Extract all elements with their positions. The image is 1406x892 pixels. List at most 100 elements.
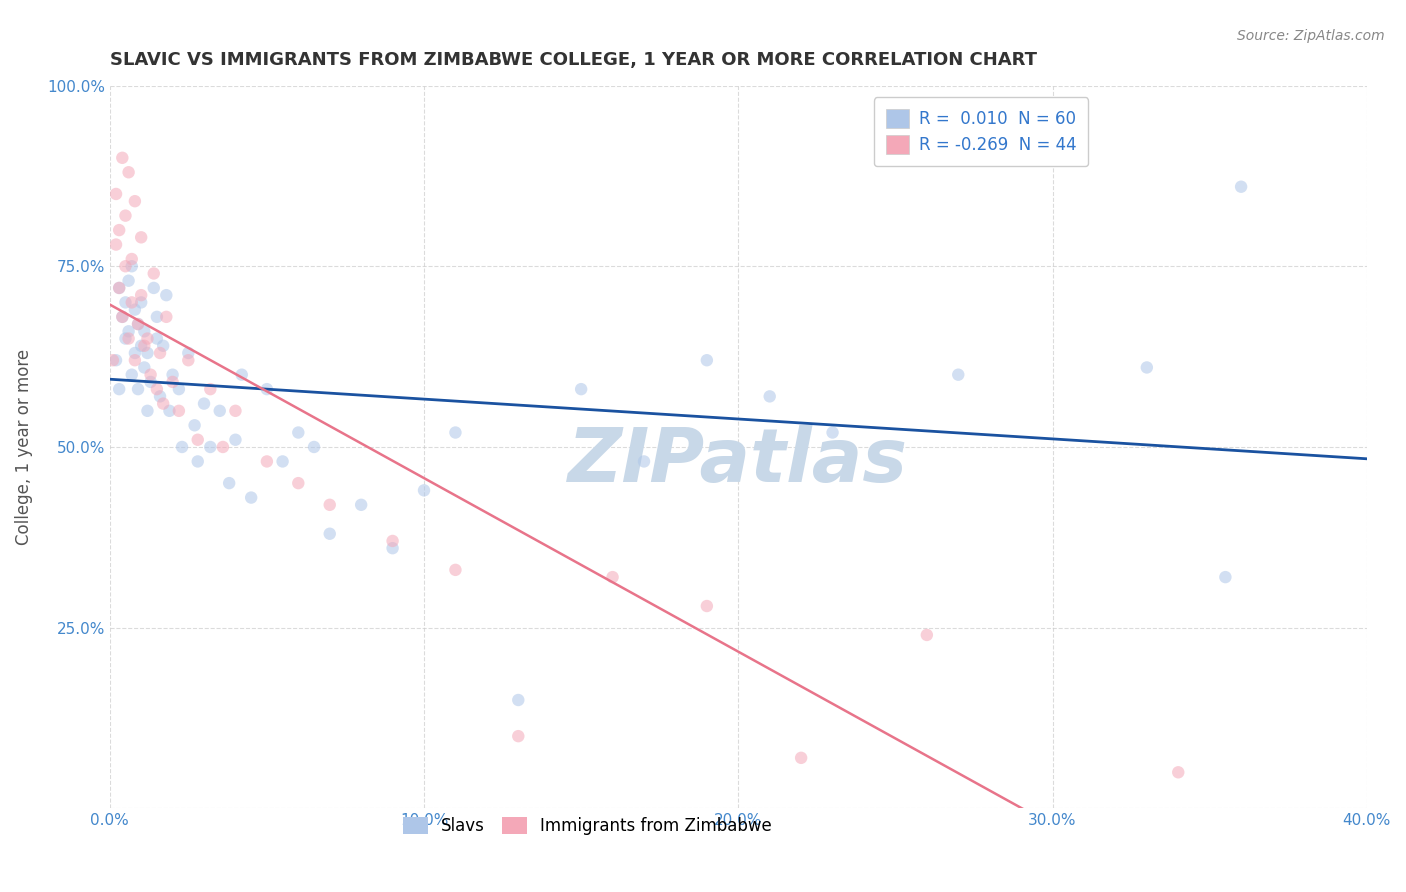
Point [117, 165, 139, 179]
Text: Source: ZipAtlas.com: Source: ZipAtlas.com [1237, 29, 1385, 43]
Point [124, 194, 146, 209]
Point [508, 729, 530, 743]
Point [114, 332, 136, 346]
Point [134, 360, 156, 375]
Point [212, 440, 235, 454]
Point [200, 440, 222, 454]
Point [152, 396, 174, 410]
Point [146, 310, 169, 324]
Point [193, 396, 215, 410]
Point [129, 339, 152, 353]
Point [790, 751, 813, 765]
Point [129, 295, 152, 310]
Point [134, 324, 156, 338]
Point [187, 454, 209, 468]
Point [1136, 360, 1159, 375]
Point [134, 339, 156, 353]
Text: ZIPatlas: ZIPatlas [568, 425, 908, 498]
Point [302, 440, 325, 454]
Point [170, 440, 193, 454]
Point [162, 368, 184, 382]
Y-axis label: College, 1 year or more: College, 1 year or more [15, 349, 32, 545]
Point [108, 382, 131, 396]
Point [117, 274, 139, 288]
Point [121, 259, 143, 273]
Point [319, 526, 342, 541]
Point [124, 353, 146, 368]
Point [114, 209, 136, 223]
Point [127, 317, 149, 331]
Point [142, 281, 165, 295]
Point [187, 433, 209, 447]
Point [177, 346, 200, 360]
Point [136, 404, 159, 418]
Point [508, 693, 530, 707]
Point [167, 404, 190, 418]
Point [218, 476, 240, 491]
Point [256, 454, 278, 468]
Point [105, 186, 128, 201]
Point [231, 368, 253, 382]
Point [602, 570, 624, 584]
Point [139, 368, 162, 382]
Point [105, 353, 128, 368]
Point [444, 425, 467, 440]
Point [256, 382, 278, 396]
Point [177, 353, 200, 368]
Point [696, 599, 718, 613]
Point [121, 368, 143, 382]
Point [127, 382, 149, 396]
Point [146, 382, 169, 396]
Point [155, 288, 177, 302]
Point [287, 476, 309, 491]
Point [758, 389, 780, 403]
Point [114, 259, 136, 273]
Point [167, 382, 190, 396]
Point [124, 346, 146, 360]
Point [149, 346, 172, 360]
Point [224, 404, 246, 418]
Point [127, 317, 149, 331]
Point [108, 281, 131, 295]
Legend: Slavs, Immigrants from Zimbabwe: Slavs, Immigrants from Zimbabwe [395, 809, 780, 844]
Point [208, 404, 231, 418]
Point [105, 237, 128, 252]
Point [108, 281, 131, 295]
Point [381, 541, 404, 556]
Point [1167, 765, 1189, 780]
Point [915, 628, 938, 642]
Point [1215, 570, 1237, 584]
Text: SLAVIC VS IMMIGRANTS FROM ZIMBABWE COLLEGE, 1 YEAR OR MORE CORRELATION CHART: SLAVIC VS IMMIGRANTS FROM ZIMBABWE COLLE… [110, 51, 1036, 69]
Point [159, 404, 181, 418]
Point [149, 389, 172, 403]
Point [108, 223, 131, 237]
Point [224, 433, 246, 447]
Point [136, 332, 159, 346]
Point [136, 346, 159, 360]
Point [240, 491, 263, 505]
Point [444, 563, 467, 577]
Point [114, 295, 136, 310]
Point [142, 267, 165, 281]
Point [319, 498, 342, 512]
Point [696, 353, 718, 368]
Point [569, 382, 592, 396]
Point [121, 252, 143, 266]
Point [200, 382, 222, 396]
Point [1230, 179, 1253, 194]
Point [152, 339, 174, 353]
Point [948, 368, 970, 382]
Point [381, 533, 404, 548]
Point [129, 288, 152, 302]
Point [124, 302, 146, 317]
Point [117, 332, 139, 346]
Point [633, 454, 655, 468]
Point [413, 483, 436, 498]
Point [146, 332, 169, 346]
Point [111, 310, 134, 324]
Point [287, 425, 309, 440]
Point [111, 151, 134, 165]
Point [129, 230, 152, 244]
Point [162, 375, 184, 389]
Point [155, 310, 177, 324]
